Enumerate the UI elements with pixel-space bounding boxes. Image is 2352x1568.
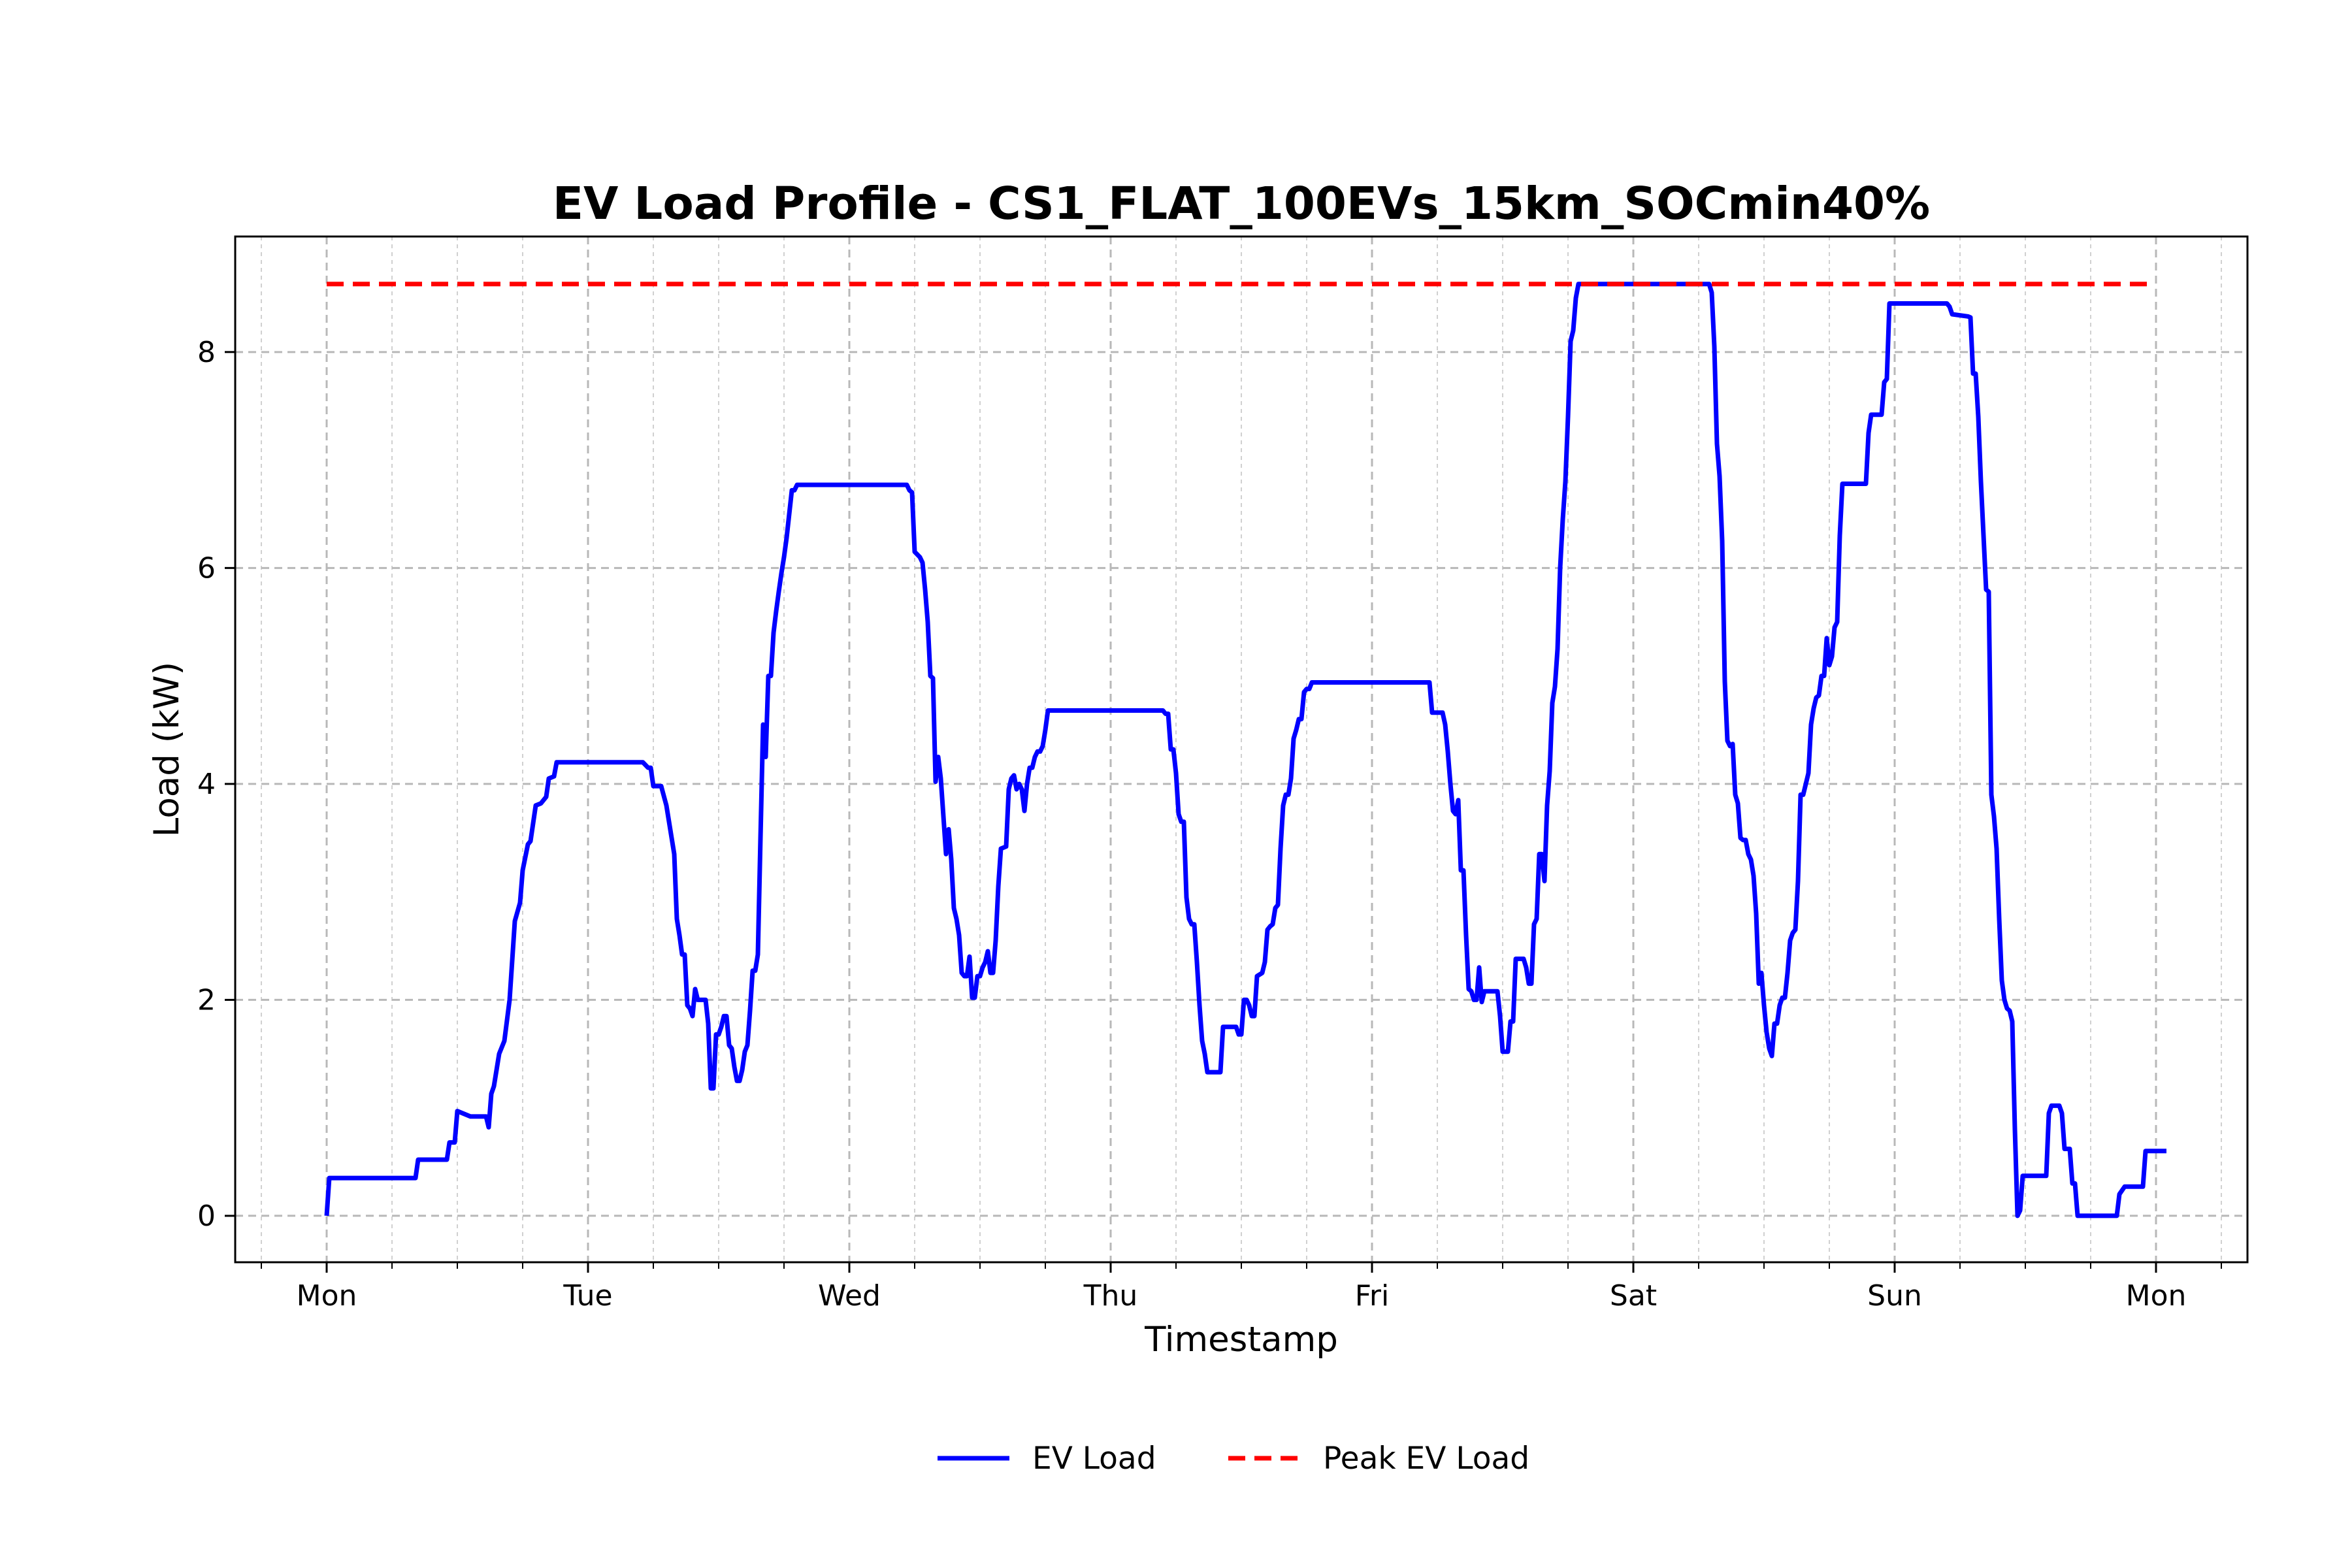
x-tick-label: Sun <box>1867 1279 1922 1313</box>
x-tick-label: Mon <box>297 1279 357 1313</box>
y-tick-label: 0 <box>197 1200 216 1233</box>
minor-gridlines <box>261 237 2222 1262</box>
y-axis-label: Load (kW) <box>147 662 187 837</box>
series-layer <box>324 282 2166 1218</box>
y-tick-label: 4 <box>197 768 216 801</box>
y-axis-ticks: 0 2 4 6 8 <box>197 336 235 1233</box>
ev-load-line <box>324 282 2166 1218</box>
legend-label-ev-load: EV Load <box>1032 1441 1156 1477</box>
x-tick-label: Tue <box>563 1279 612 1313</box>
y-tick-label: 2 <box>197 983 216 1017</box>
major-gridlines <box>235 237 2247 1262</box>
chart-title: EV Load Profile - CS1_FLAT_100EVs_15km_S… <box>553 178 1930 230</box>
x-tick-label: Fri <box>1355 1279 1389 1313</box>
y-tick-label: 6 <box>197 551 216 585</box>
x-tick-label: Thu <box>1083 1279 1138 1313</box>
x-tick-label: Sat <box>1610 1279 1657 1313</box>
x-tick-label: Mon <box>2126 1279 2187 1313</box>
legend-label-peak-ev-load: Peak EV Load <box>1323 1441 1529 1477</box>
y-tick-label: 8 <box>197 336 216 369</box>
x-axis-label: Timestamp <box>1144 1320 1338 1360</box>
x-tick-label: Wed <box>818 1279 881 1313</box>
x-axis-ticks: Mon Tue Wed Thu Fri Sat Sun Mon <box>261 1262 2222 1313</box>
legend: EV Load Peak EV Load <box>938 1441 1529 1477</box>
